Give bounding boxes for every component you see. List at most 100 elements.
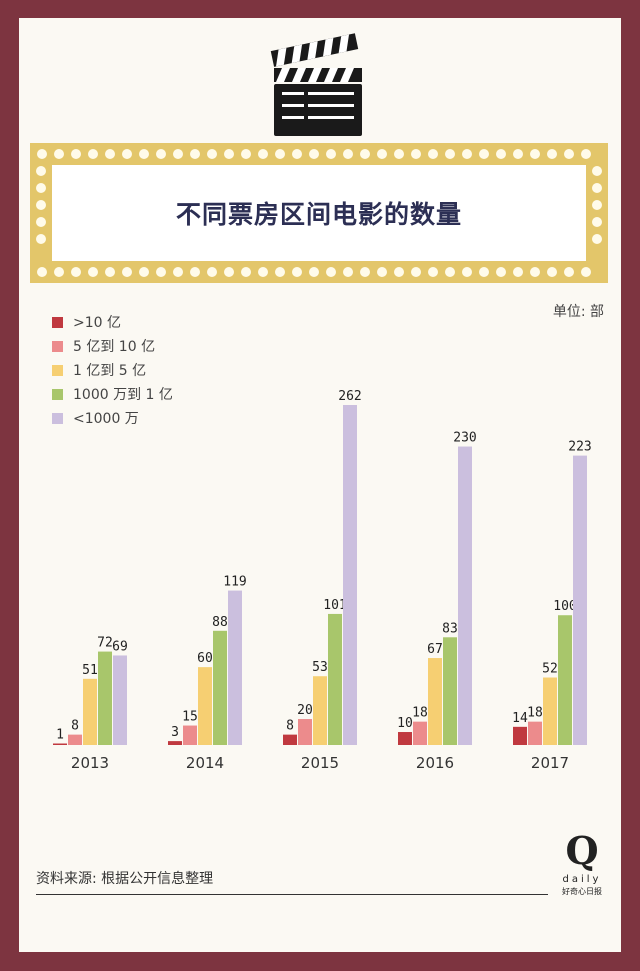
marquee-bulb bbox=[592, 183, 602, 193]
marquee-bulb bbox=[71, 149, 81, 159]
data-label: 18 bbox=[527, 706, 543, 721]
data-label: 52 bbox=[542, 662, 558, 677]
marquee-bulb bbox=[496, 267, 506, 277]
bar bbox=[398, 732, 412, 745]
data-label: 3 bbox=[171, 725, 179, 740]
marquee-bulb bbox=[428, 267, 438, 277]
source-divider bbox=[36, 894, 548, 895]
marquee-bulb bbox=[105, 267, 115, 277]
legend-label: 1 亿到 5 亿 bbox=[73, 363, 147, 379]
marquee-bulb bbox=[36, 183, 46, 193]
legend-label: 1000 万到 1 亿 bbox=[73, 387, 173, 403]
bar bbox=[83, 678, 97, 745]
marquee-bulb bbox=[275, 267, 285, 277]
data-label: 10 bbox=[397, 716, 413, 731]
page-title: 不同票房区间电影的数量 bbox=[175, 200, 462, 229]
bar bbox=[558, 615, 572, 745]
marquee-bulb bbox=[105, 149, 115, 159]
marquee-bulb bbox=[224, 267, 234, 277]
bar bbox=[198, 667, 212, 745]
marquee-bulb bbox=[343, 267, 353, 277]
x-tick-label: 2017 bbox=[531, 754, 569, 772]
marquee-bulb bbox=[71, 267, 81, 277]
marquee-bulb bbox=[581, 267, 591, 277]
marquee-bulb bbox=[37, 267, 47, 277]
marquee-bulb bbox=[592, 166, 602, 176]
marquee-bulb bbox=[258, 267, 268, 277]
marquee-bulb bbox=[156, 267, 166, 277]
marquee-bulb bbox=[592, 217, 602, 227]
marquee-bulb bbox=[88, 149, 98, 159]
marquee-bulb bbox=[377, 267, 387, 277]
data-label: 101 bbox=[323, 598, 346, 613]
legend-label: >10 亿 bbox=[73, 315, 121, 331]
legend: >10 亿 5 亿到 10 亿 1 亿到 5 亿 1000 万到 1 亿 <1000 万 bbox=[52, 310, 173, 430]
marquee-bulb bbox=[139, 149, 149, 159]
bar bbox=[428, 658, 442, 745]
bar bbox=[443, 637, 457, 745]
bar bbox=[113, 655, 127, 745]
bar bbox=[283, 734, 297, 745]
marquee-bulb bbox=[36, 217, 46, 227]
bar bbox=[228, 590, 242, 745]
legend-label: 5 亿到 10 亿 bbox=[73, 339, 156, 355]
marquee-bulb bbox=[445, 267, 455, 277]
marquee-bulb bbox=[309, 149, 319, 159]
marquee-bulb bbox=[241, 149, 251, 159]
marquee-bulb bbox=[343, 149, 353, 159]
data-label: 69 bbox=[112, 639, 128, 654]
marquee-bulb bbox=[207, 267, 217, 277]
data-label: 51 bbox=[82, 663, 98, 678]
marquee-bulb bbox=[479, 149, 489, 159]
data-label: 230 bbox=[453, 431, 476, 446]
marquee-bulb bbox=[258, 149, 268, 159]
marquee-frame bbox=[30, 143, 608, 283]
marquee-bulb bbox=[36, 234, 46, 244]
marquee-bulb bbox=[309, 267, 319, 277]
marquee-bulb bbox=[513, 267, 523, 277]
marquee-bulb bbox=[326, 267, 336, 277]
marquee-bulb bbox=[122, 149, 132, 159]
data-label: 20 bbox=[297, 703, 313, 718]
marquee-bulb bbox=[190, 149, 200, 159]
marquee-bulb bbox=[190, 267, 200, 277]
legend-item: 5 亿到 10 亿 bbox=[52, 334, 173, 358]
marquee-bulb bbox=[592, 200, 602, 210]
marquee-bulb bbox=[54, 267, 64, 277]
marquee-bulb bbox=[207, 149, 217, 159]
data-label: 15 bbox=[182, 710, 198, 725]
legend-swatch bbox=[52, 412, 63, 424]
unit-label: 单位: 部 bbox=[552, 304, 604, 320]
marquee-bulb bbox=[428, 149, 438, 159]
x-tick-label: 2013 bbox=[71, 754, 109, 772]
bar bbox=[168, 741, 182, 745]
data-label: 100 bbox=[553, 599, 576, 614]
data-label: 88 bbox=[212, 615, 228, 630]
marquee-bulb bbox=[36, 200, 46, 210]
legend-swatch bbox=[52, 388, 63, 400]
marquee-bulb bbox=[292, 267, 302, 277]
legend-item: >10 亿 bbox=[52, 310, 173, 334]
marquee-bulb bbox=[88, 267, 98, 277]
legend-item: <1000 万 bbox=[52, 406, 173, 430]
data-label: 119 bbox=[223, 575, 246, 590]
marquee-bulb bbox=[462, 267, 472, 277]
data-label: 60 bbox=[197, 651, 213, 666]
marquee-bulb bbox=[462, 149, 472, 159]
marquee-bulb bbox=[592, 234, 602, 244]
bar bbox=[543, 677, 557, 745]
marquee-bulb bbox=[54, 149, 64, 159]
legend-swatch bbox=[52, 340, 63, 352]
marquee-bulb bbox=[513, 149, 523, 159]
data-label: 83 bbox=[442, 621, 458, 636]
source-note: 资料来源: 根据公开信息整理 bbox=[36, 871, 214, 887]
bar bbox=[413, 721, 427, 745]
data-label: 223 bbox=[568, 440, 591, 455]
marquee-bulb bbox=[394, 149, 404, 159]
bar bbox=[528, 721, 542, 745]
marquee-bulb bbox=[122, 267, 132, 277]
data-label: 262 bbox=[338, 389, 361, 404]
bar bbox=[513, 726, 527, 745]
x-tick-label: 2015 bbox=[301, 754, 339, 772]
